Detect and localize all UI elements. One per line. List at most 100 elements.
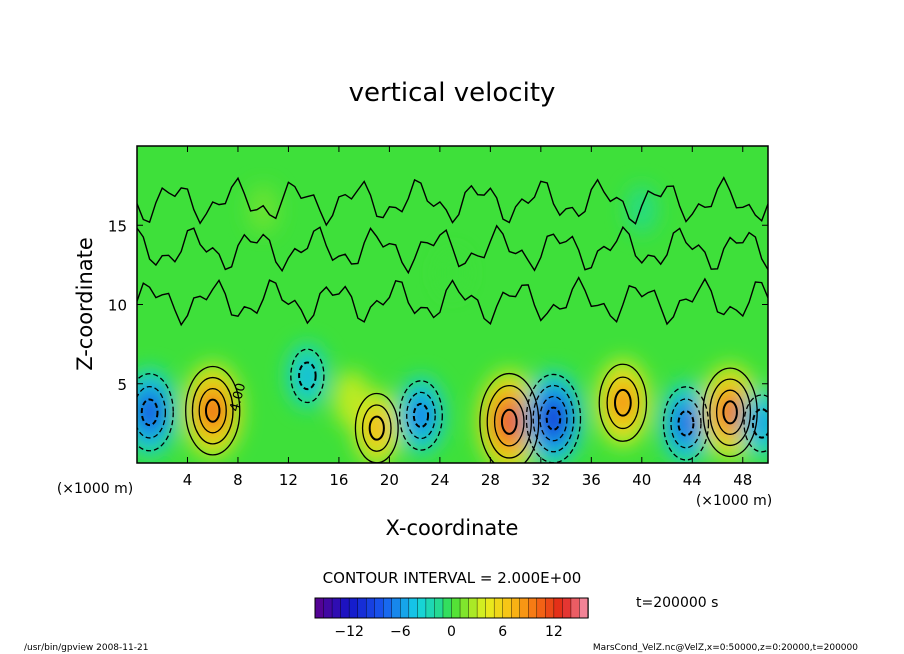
contour-ring (290, 348, 325, 404)
colorbar-segment (511, 597, 521, 619)
contour-ring (722, 400, 738, 425)
colorbar-segment (459, 597, 470, 619)
contour-ring (598, 363, 648, 442)
colorbar-segment (365, 597, 376, 619)
x-tick-label: 44 (683, 471, 702, 489)
field-blobs (137, 185, 768, 463)
colorbar-segment (570, 597, 581, 619)
colorbar-segment (536, 597, 547, 619)
chart-title: vertical velocity (349, 78, 556, 108)
colorbar-segment (357, 597, 367, 619)
x-tick-label: 48 (733, 471, 752, 489)
colorbar-segment (485, 597, 495, 619)
field-cell (140, 397, 159, 427)
x-unit-right: (×1000 m) (696, 493, 772, 509)
field-cell (297, 359, 318, 393)
field-cell (722, 400, 738, 425)
colorbar-segment (579, 597, 589, 619)
field-cell (368, 414, 385, 442)
contour-annotation: 4.00 (227, 381, 249, 413)
field-cell (412, 402, 430, 429)
colorbar-segment (391, 597, 402, 619)
contour-ring (677, 410, 695, 437)
colorbar-segment (314, 597, 325, 619)
contour-interval-label: CONTOUR INTERVAL = 2.000E+00 (323, 569, 582, 587)
contour-line (137, 224, 768, 275)
colorbar-segment (383, 597, 393, 619)
colorbar-tick-label: 12 (545, 624, 563, 640)
x-unit-left: (×1000 m) (57, 481, 133, 497)
colorbar-segment (425, 597, 436, 619)
contour-ring (532, 384, 575, 453)
field-cell (750, 405, 768, 441)
colorbar-segment (442, 597, 453, 619)
colorbar-tick-label: 0 (447, 624, 456, 640)
footer-right: MarsCond_VelZ.nc@VelZ,x=0:50000,z=0:2000… (593, 643, 858, 653)
x-tick-label: 32 (531, 471, 550, 489)
contour-ring (479, 372, 540, 463)
contour-ring (715, 389, 745, 436)
contour-lines (137, 176, 768, 463)
contour-ring (137, 373, 174, 452)
x-tick-label: 4 (183, 471, 193, 489)
contour-line (137, 176, 768, 227)
contour-ring (500, 408, 518, 435)
field-cell (247, 185, 279, 234)
y-ticks: 5 10 15 (108, 217, 768, 394)
contour-ring (368, 415, 385, 441)
y-tick-label: 10 (108, 297, 127, 315)
contour-ring (140, 398, 159, 427)
y-tick-label: 15 (108, 217, 127, 235)
colorbar-segment (502, 597, 512, 619)
colorbar-ticks: −12 −6 0 6 12 (334, 624, 562, 640)
colorbar-segment (553, 597, 564, 619)
colorbar (314, 597, 589, 619)
field-cell (677, 409, 695, 438)
colorbar-segment (545, 597, 555, 619)
colorbar-segment (331, 597, 342, 619)
contour-ring (185, 365, 241, 456)
contour-ring (493, 397, 525, 447)
colorbar-segment (528, 597, 538, 619)
contour-ring (743, 394, 768, 453)
field-cell (613, 388, 632, 418)
field-cell (546, 406, 561, 431)
contour-ring (406, 391, 436, 440)
x-tick-label: 16 (329, 471, 348, 489)
x-tick-label: 28 (481, 471, 500, 489)
colorbar-tick-label: −6 (390, 624, 411, 640)
colorbar-segment (519, 597, 529, 619)
x-tick-label: 36 (582, 471, 601, 489)
contour-ring (662, 386, 710, 461)
footer-left: /usr/bin/gpview 2008-11-21 (24, 643, 148, 653)
contour-ring (751, 408, 768, 439)
field-cell (502, 411, 516, 433)
contour-ring (539, 395, 568, 442)
contour-ring (361, 404, 392, 452)
contour-ring (613, 388, 632, 417)
field-cell (438, 250, 467, 295)
contour-ring (670, 398, 702, 449)
contour-ring (204, 398, 221, 423)
colorbar-segment (476, 597, 487, 619)
x-tick-label: 24 (430, 471, 449, 489)
x-tick-label: 40 (632, 471, 651, 489)
contour-ring (486, 384, 532, 459)
x-tick-label: 12 (279, 471, 298, 489)
x-ticks: 4 8 12 16 20 24 28 32 36 40 44 48 (183, 146, 752, 489)
contour-ring (545, 406, 562, 431)
colorbar-segment (340, 597, 350, 619)
field-cell (626, 185, 658, 234)
y-axis-label: Z-coordinate (73, 237, 97, 371)
x-tick-label: 8 (233, 471, 243, 489)
contour-ring (137, 385, 167, 439)
colorbar-segment (374, 597, 384, 619)
time-label: t=200000 s (636, 595, 718, 611)
contour-ring (298, 361, 317, 391)
contour-ring (606, 376, 640, 430)
x-axis-label: X-coordinate (386, 516, 519, 540)
contour-ring (191, 376, 234, 445)
colorbar-segment (408, 597, 419, 619)
